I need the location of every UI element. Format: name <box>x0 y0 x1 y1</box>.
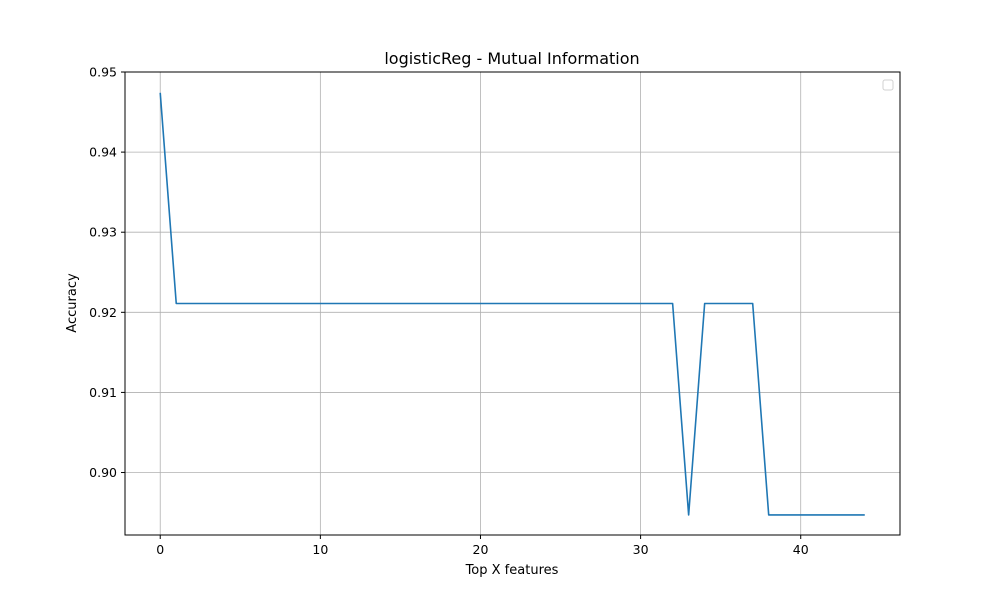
chart-title: logisticReg - Mutual Information <box>384 49 639 68</box>
y-axis-label: Accuracy <box>65 273 80 333</box>
ticks: 0 10 20 30 40 0.90 0.91 0.92 0.93 0.94 0.95 <box>89 65 809 558</box>
series-line <box>159 92 865 516</box>
x-tick-label: 40 <box>793 542 809 557</box>
legend <box>882 79 894 91</box>
x-axis-label: Top X features <box>465 563 559 578</box>
y-tick-label: 0.90 <box>89 465 117 480</box>
series-layer <box>159 92 865 516</box>
y-tick-label: 0.93 <box>89 225 117 240</box>
plot-frame <box>124 71 901 536</box>
y-tick-label: 0.91 <box>89 385 117 400</box>
y-tick-label: 0.95 <box>89 65 117 80</box>
x-tick-label: 20 <box>473 542 489 557</box>
y-tick-label: 0.92 <box>89 305 117 320</box>
x-tick-label: 0 <box>156 542 164 557</box>
x-tick-label: 30 <box>633 542 649 557</box>
y-tick-label: 0.94 <box>89 145 117 160</box>
x-tick-label: 10 <box>312 542 328 557</box>
legend-box <box>882 79 894 91</box>
